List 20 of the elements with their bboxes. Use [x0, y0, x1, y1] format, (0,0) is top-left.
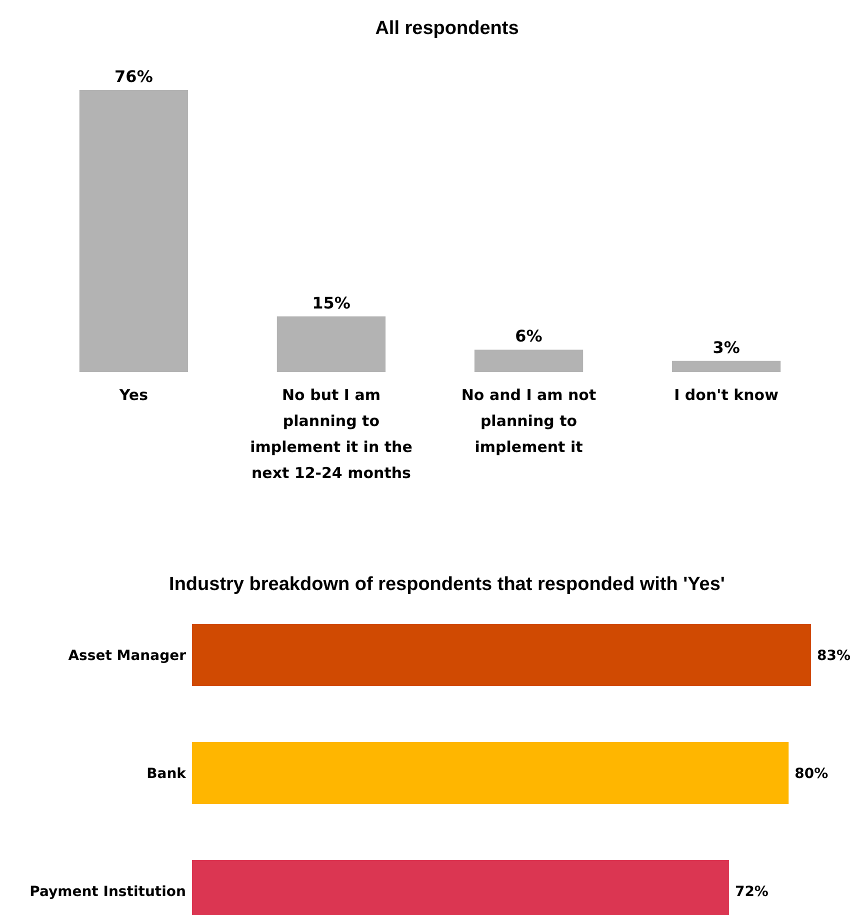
bar	[672, 360, 781, 372]
data-label: 3%	[712, 338, 740, 357]
bar	[276, 316, 386, 372]
data-label: 6%	[515, 326, 542, 346]
y-tick-label: Payment Institution	[30, 884, 186, 900]
data-label: 15%	[312, 293, 350, 312]
data-label: 80%	[794, 766, 828, 782]
x-tick-label: No but I am planning to implement it in the next 12-24 months	[250, 386, 412, 482]
data-label: 83%	[817, 648, 851, 664]
bar	[79, 90, 188, 372]
x-tick-label: Yes	[118, 386, 148, 404]
chart-title: Industry breakdown of respondents that responded with 'Yes'	[169, 574, 725, 595]
y-tick-label: Asset Manager	[68, 648, 186, 664]
y-tick-label: Bank	[146, 766, 187, 782]
x-tick-label: I don't know	[674, 386, 779, 404]
data-label: 76%	[114, 67, 153, 86]
bar	[474, 350, 584, 372]
x-tick-label: No and I am not planning to implement it	[461, 386, 596, 456]
chart-title: All respondents	[375, 18, 519, 39]
data-label: 72%	[734, 884, 768, 900]
